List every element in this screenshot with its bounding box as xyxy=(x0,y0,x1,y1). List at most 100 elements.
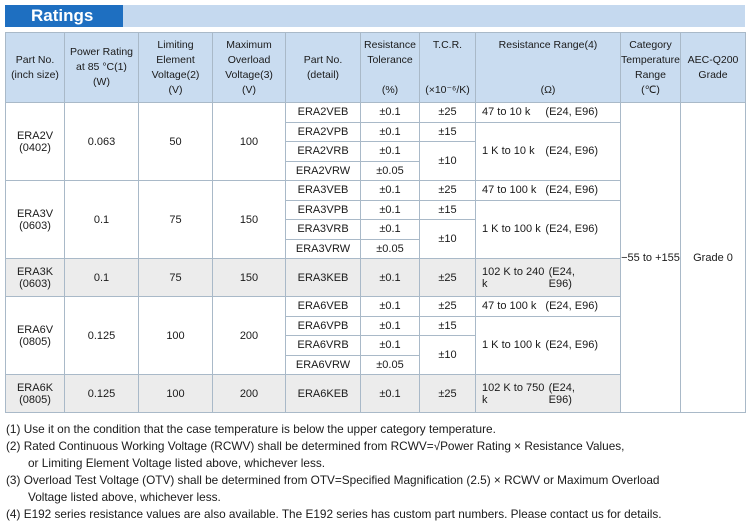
tolerance-cell: ±0.1 xyxy=(360,141,420,162)
tcr-cell: ±25 xyxy=(419,296,476,317)
header-resistance-range: Resistance Range(4) (Ω) xyxy=(475,32,621,103)
part-no-cell: ERA2V (0402) xyxy=(5,102,65,181)
overload-cell: 200 xyxy=(212,296,286,375)
footnote-2: (2) Rated Continuous Working Voltage (RC… xyxy=(6,439,625,453)
detail-cell: ERA2VPB xyxy=(285,121,361,142)
detail-cell: ERA6VEB xyxy=(285,296,361,317)
tcr-cell: ±15 xyxy=(419,121,476,142)
table-row: ERA2VPB ±0.1 ±15 1 K to 10 k (E24, E96) xyxy=(6,121,746,181)
table-row: ERA6VRB ±0.1 ±10 xyxy=(6,335,746,375)
range-cell: 1 K to 100 k (E24, E96) xyxy=(475,199,621,259)
power-cell: 0.1 xyxy=(64,258,139,297)
range-cell: 47 to 100 k (E24, E96) xyxy=(475,296,621,317)
tcr-cell: ±15 xyxy=(419,199,476,220)
tolerance-cell: ±0.1 xyxy=(360,258,420,297)
tcr-cell: ±10 xyxy=(419,141,476,181)
header-power-rating: Power Rating at 85 °C(1) (W) xyxy=(64,32,139,103)
section-title: Ratings xyxy=(5,5,123,27)
tcr-cell: ±25 xyxy=(419,102,476,123)
header-overload-voltage: Maximum Overload Voltage(3) (V) xyxy=(212,32,286,103)
detail-cell: ERA6VRB xyxy=(285,335,361,356)
footnote-3-cont: Voltage listed above, whichever less. xyxy=(28,490,221,504)
tolerance-cell: ±0.1 xyxy=(360,335,420,356)
table-row: ERA3V (0603) 0.1 75 150 ERA3VEB ±0.1 ±25 … xyxy=(5,180,746,259)
part-no-cell: ERA3V (0603) xyxy=(5,180,65,259)
range-cell: 1 K to 100 k (E24, E96) xyxy=(475,315,621,375)
range-cell: 47 to 100 k (E24, E96) xyxy=(475,180,621,201)
tolerance-cell: ±0.1 xyxy=(360,219,420,240)
table-row: ERA6VPB ±0.1 ±15 1 K to 100 k (E24, E96) xyxy=(6,315,746,375)
tcr-cell: ±25 xyxy=(419,258,476,297)
overload-cell: 100 xyxy=(212,102,286,181)
detail-cell: ERA3KEB xyxy=(285,258,361,297)
tolerance-cell: ±0.05 xyxy=(360,354,420,375)
tcr-cell: ±15 xyxy=(419,315,476,336)
detail-cell: ERA6VRW xyxy=(285,354,361,375)
header-tolerance: Resistance Tolerance (%) xyxy=(360,32,420,103)
header-aec-q200: AEC-Q200 Grade xyxy=(680,32,746,103)
limiting-cell: 75 xyxy=(138,180,213,259)
aec-grade-cell: Grade 0 xyxy=(680,102,746,413)
tcr-cell: ±10 xyxy=(419,335,476,375)
tolerance-cell: ±0.05 xyxy=(360,238,420,259)
detail-cell: ERA2VRB xyxy=(285,141,361,162)
limiting-cell: 50 xyxy=(138,102,213,181)
tolerance-cell: ±0.1 xyxy=(360,374,420,413)
title-bar: Ratings xyxy=(5,5,745,27)
table-row: ERA3K (0603) 0.1 75 150 ERA3KEB ±0.1 ±25 … xyxy=(5,258,746,297)
range-cell: 1 K to 10 k (E24, E96) xyxy=(475,121,621,181)
power-cell: 0.125 xyxy=(64,374,139,413)
footnote-3: (3) Overload Test Voltage (OTV) shall be… xyxy=(6,473,660,487)
tcr-cell: ±25 xyxy=(419,374,476,413)
tolerance-cell: ±0.05 xyxy=(360,160,420,181)
category-range-cell: −55 to +155 xyxy=(620,102,681,413)
limiting-cell: 100 xyxy=(138,374,213,413)
tolerance-cell: ±0.1 xyxy=(360,180,420,201)
overload-cell: 150 xyxy=(212,258,286,297)
part-no-cell: ERA3K (0603) xyxy=(5,258,65,297)
detail-cell: ERA3VPB xyxy=(285,199,361,220)
detail-cell: ERA2VEB xyxy=(285,102,361,123)
tolerance-cell: ±0.1 xyxy=(360,315,420,336)
table-row: ERA3VPB ±0.1 ±15 1 K to 100 k (E24, E96) xyxy=(6,199,746,259)
footnote-1: (1) Use it on the condition that the cas… xyxy=(6,422,496,436)
header-tcr: T.C.R. (×10⁻⁶/K) xyxy=(419,32,476,103)
detail-cell: ERA6VPB xyxy=(285,315,361,336)
tolerance-cell: ±0.1 xyxy=(360,121,420,142)
detail-cell: ERA3VEB xyxy=(285,180,361,201)
part-no-cell: ERA6K (0805) xyxy=(5,374,65,413)
tcr-cell: ±10 xyxy=(419,219,476,259)
tolerance-cell: ±0.1 xyxy=(360,296,420,317)
part-no-cell: ERA6V (0805) xyxy=(5,296,65,375)
tolerance-cell: ±0.1 xyxy=(360,102,420,123)
header-limiting-voltage: Limiting Element Voltage(2) (V) xyxy=(138,32,213,103)
footnote-4: (4) E192 series resistance values are al… xyxy=(6,507,662,521)
power-cell: 0.1 xyxy=(64,180,139,259)
power-cell: 0.125 xyxy=(64,296,139,375)
power-cell: 0.063 xyxy=(64,102,139,181)
header-category-temp: Category Temperature Range (℃) xyxy=(620,32,681,103)
detail-cell: ERA3VRB xyxy=(285,219,361,240)
ratings-table: Part No. (inch size) Power Rating at 85 °C… xyxy=(5,32,746,413)
header-row: Part No. (inch size) Power Rating at 85 °C… xyxy=(5,32,746,103)
limiting-cell: 100 xyxy=(138,296,213,375)
header-part-no-detail: Part No. (detail) xyxy=(285,32,361,103)
table-row: ERA6K (0805) 0.125 100 200 ERA6KEB ±0.1 ±… xyxy=(5,374,746,413)
tcr-cell: ±25 xyxy=(419,180,476,201)
table-row: ERA3VRW ±0.05 xyxy=(6,238,746,259)
range-cell: 102 K to 750 k (E24, E96) xyxy=(475,374,621,413)
overload-cell: 200 xyxy=(212,374,286,413)
footnote-2-cont: or Limiting Element Voltage listed above… xyxy=(28,456,326,470)
range-cell: 47 to 10 k (E24, E96) xyxy=(475,102,621,123)
footnotes: (1) Use it on the condition that the cas… xyxy=(6,421,746,523)
detail-cell: ERA2VRW xyxy=(285,160,361,181)
table-row: ERA2V (0402) 0.063 50 100 ERA2VEB ±0.1 ±2… xyxy=(5,102,746,413)
range-cell: 102 K to 240 k (E24, E96) xyxy=(475,258,621,297)
overload-cell: 150 xyxy=(212,180,286,259)
tolerance-cell: ±0.1 xyxy=(360,199,420,220)
header-part-no-inch: Part No. (inch size) xyxy=(5,32,65,103)
table-row: ERA2VRB ±0.1 ±10 xyxy=(6,141,746,181)
limiting-cell: 75 xyxy=(138,258,213,297)
detail-cell: ERA3VRW xyxy=(285,238,361,259)
detail-cell: ERA6KEB xyxy=(285,374,361,413)
